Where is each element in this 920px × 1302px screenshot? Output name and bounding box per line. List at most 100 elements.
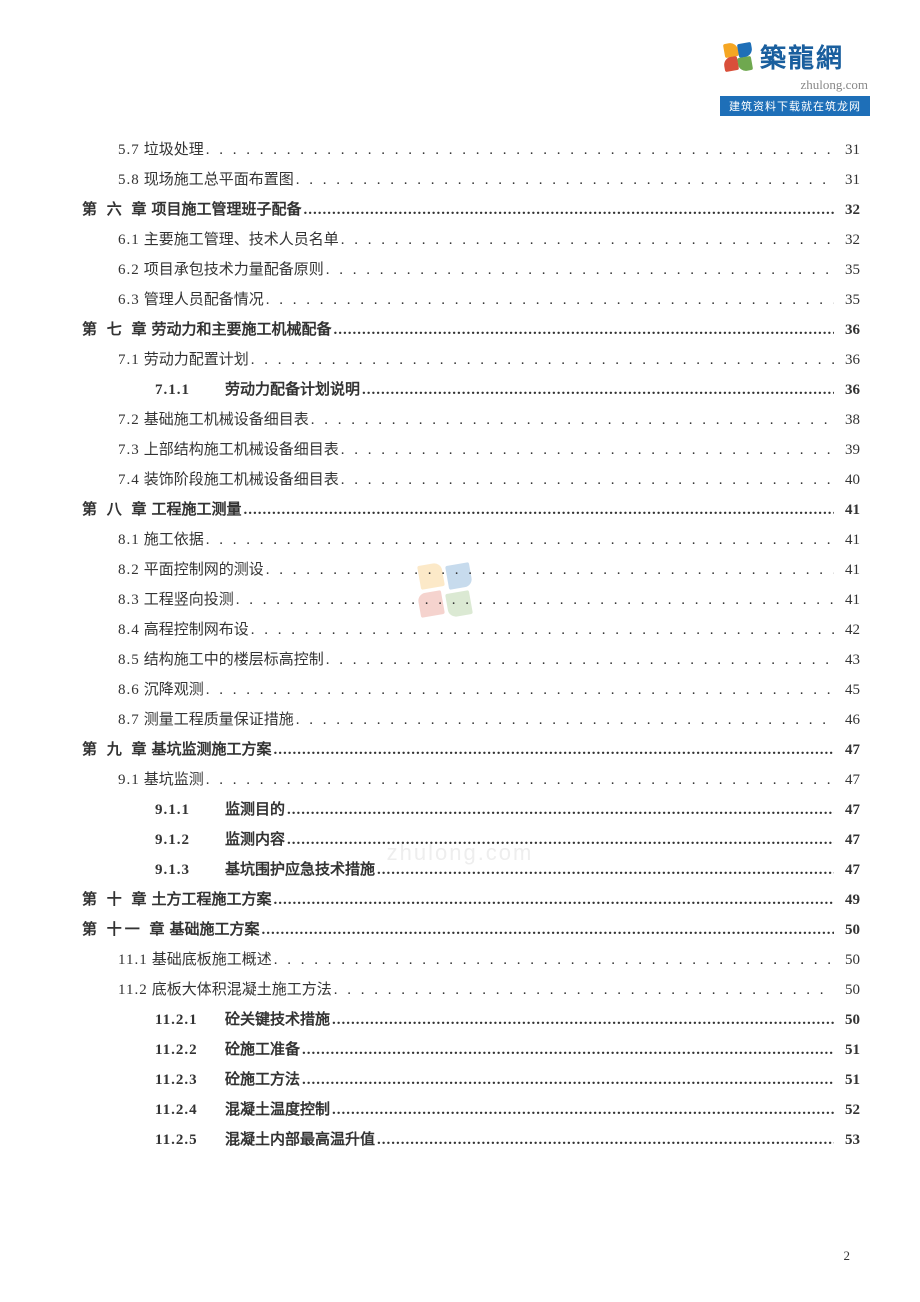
toc-entry: 8.2平面控制网的测设. . . . . . . . . . . . . . .… — [60, 555, 860, 585]
toc-entry-page: 53 — [836, 1125, 860, 1155]
toc-entry-page: 50 — [836, 1005, 860, 1035]
toc-entry-page: 49 — [836, 885, 860, 915]
toc-entry: 8.1施工依据. . . . . . . . . . . . . . . . .… — [60, 525, 860, 555]
toc-entry: 11.2.2砼施工准备.............................… — [60, 1035, 860, 1065]
toc-entry-number: 11.2.5 — [155, 1125, 215, 1155]
toc-entry-number: 6.2 — [118, 255, 140, 285]
toc-leader: ........................................… — [304, 195, 834, 225]
toc-leader: . . . . . . . . . . . . . . . . . . . . … — [251, 615, 834, 645]
toc-entry: 8.7测量工程质量保证措施. . . . . . . . . . . . . .… — [60, 705, 860, 735]
toc-entry-number: 8.1 — [118, 525, 140, 555]
toc-entry: 11.2.4混凝土温度控制...........................… — [60, 1095, 860, 1125]
toc-entry: 第 八 章工程施工测量.............................… — [60, 495, 860, 525]
toc-entry-number: 11.2 — [118, 975, 148, 1005]
toc-entry-title: 上部结构施工机械设备细目表 — [144, 435, 339, 465]
toc-entry-title: 砼施工准备 — [225, 1035, 300, 1065]
toc-leader: ........................................… — [334, 315, 834, 345]
toc-entry-page: 35 — [836, 285, 860, 315]
toc-entry: 6.1主要施工管理、技术人员名单. . . . . . . . . . . . … — [60, 225, 860, 255]
toc-entry-page: 47 — [836, 735, 860, 765]
toc-entry-title: 劳动力配备计划说明 — [225, 375, 360, 405]
toc-entry: 第 十 章土方工程施工方案...........................… — [60, 885, 860, 915]
toc-entry-page: 50 — [836, 975, 860, 1005]
toc-entry-number: 第 十 章 — [82, 885, 150, 915]
toc-entry-page: 36 — [836, 375, 860, 405]
toc-entry-title: 混凝土内部最高温升值 — [225, 1125, 375, 1155]
toc-entry-number: 6.3 — [118, 285, 140, 315]
toc-leader: . . . . . . . . . . . . . . . . . . . . … — [341, 465, 834, 495]
toc-entry: 第 九 章基坑监测施工方案...........................… — [60, 735, 860, 765]
toc-entry-title: 砼关键技术措施 — [225, 1005, 330, 1035]
toc-leader: ........................................… — [302, 1065, 834, 1095]
toc-container: 5.7垃圾处理. . . . . . . . . . . . . . . . .… — [0, 0, 920, 1195]
toc-entry: 5.8现场施工总平面布置图. . . . . . . . . . . . . .… — [60, 165, 860, 195]
toc-entry-title: 劳动力配置计划 — [144, 345, 249, 375]
toc-entry-number: 第 八 章 — [82, 495, 150, 525]
toc-entry-page: 51 — [836, 1035, 860, 1065]
logo-text-en: zhulong.com — [720, 77, 870, 93]
toc-entry-page: 31 — [836, 135, 860, 165]
toc-entry-page: 47 — [836, 765, 860, 795]
toc-entry-number: 11.1 — [118, 945, 148, 975]
toc-entry-number: 9.1.3 — [155, 855, 215, 885]
toc-entry-title: 基础施工机械设备细目表 — [144, 405, 309, 435]
toc-entry: 11.2.3砼施工方法.............................… — [60, 1065, 860, 1095]
toc-entry-number: 11.2.2 — [155, 1035, 215, 1065]
toc-entry-number: 11.2.1 — [155, 1005, 215, 1035]
toc-entry: 11.2底板大体积混凝土施工方法. . . . . . . . . . . . … — [60, 975, 860, 1005]
toc-entry-number: 7.1.1 — [155, 375, 215, 405]
toc-leader: ........................................… — [274, 885, 834, 915]
toc-entry-number: 第 七 章 — [82, 315, 150, 345]
toc-entry: 7.1.1 劳动力配备计划说明..........................… — [60, 375, 860, 405]
toc-leader: . . . . . . . . . . . . . . . . . . . . … — [311, 405, 834, 435]
toc-entry-number: 9.1.1 — [155, 795, 215, 825]
pinwheel-icon — [720, 39, 756, 75]
toc-entry: 5.7垃圾处理. . . . . . . . . . . . . . . . .… — [60, 135, 860, 165]
toc-entry-number: 8.6 — [118, 675, 140, 705]
toc-entry-number: 8.5 — [118, 645, 140, 675]
toc-entry-title: 项目施工管理班子配备 — [152, 195, 302, 225]
toc-entry-title: 施工依据 — [144, 525, 204, 555]
toc-leader: ........................................… — [377, 855, 834, 885]
toc-entry-page: 43 — [836, 645, 860, 675]
toc-entry-number: 7.1 — [118, 345, 140, 375]
page-number: 2 — [844, 1248, 851, 1264]
toc-entry: 7.3上部结构施工机械设备细目表. . . . . . . . . . . . … — [60, 435, 860, 465]
toc-entry: 7.2基础施工机械设备细目表. . . . . . . . . . . . . … — [60, 405, 860, 435]
toc-entry-number: 7.3 — [118, 435, 140, 465]
toc-entry: 11.2.5 混凝土内部最高温升值........................… — [60, 1125, 860, 1155]
toc-entry-number: 11.2.4 — [155, 1095, 215, 1125]
toc-leader: ........................................… — [362, 375, 834, 405]
toc-entry-number: 8.4 — [118, 615, 140, 645]
toc-entry: 7.1劳动力配置计划. . . . . . . . . . . . . . . … — [60, 345, 860, 375]
toc-entry-page: 39 — [836, 435, 860, 465]
toc-leader: . . . . . . . . . . . . . . . . . . . . … — [266, 285, 834, 315]
toc-leader: . . . . . . . . . . . . . . . . . . . . … — [296, 705, 834, 735]
toc-entry-title: 结构施工中的楼层标高控制 — [144, 645, 324, 675]
toc-entry: 8.4高程控制网布设. . . . . . . . . . . . . . . … — [60, 615, 860, 645]
toc-leader: . . . . . . . . . . . . . . . . . . . . … — [251, 345, 834, 375]
toc-entry-page: 35 — [836, 255, 860, 285]
toc-entry-title: 平面控制网的测设 — [144, 555, 264, 585]
toc-entry-page: 47 — [836, 855, 860, 885]
toc-entry: 11.1基础底板施工概述. . . . . . . . . . . . . . … — [60, 945, 860, 975]
toc-entry-page: 46 — [836, 705, 860, 735]
toc-entry-number: 第 十一 章 — [82, 915, 168, 945]
toc-entry-title: 土方工程施工方案 — [152, 885, 272, 915]
toc-entry-title: 工程竖向投测 — [144, 585, 234, 615]
toc-entry-title: 高程控制网布设 — [144, 615, 249, 645]
toc-leader: ........................................… — [377, 1125, 834, 1155]
toc-leader: . . . . . . . . . . . . . . . . . . . . … — [274, 945, 834, 975]
toc-entry-number: 9.1 — [118, 765, 140, 795]
toc-entry: 第 六 章项目施工管理班子配备.........................… — [60, 195, 860, 225]
toc-entry-number: 5.8 — [118, 165, 140, 195]
toc-entry-title: 基坑监测施工方案 — [152, 735, 272, 765]
toc-entry-page: 42 — [836, 615, 860, 645]
toc-entry-number: 8.3 — [118, 585, 140, 615]
toc-entry-page: 32 — [836, 225, 860, 255]
toc-entry: 8.3工程竖向投测. . . . . . . . . . . . . . . .… — [60, 585, 860, 615]
toc-entry-title: 基坑围护应急技术措施 — [225, 855, 375, 885]
toc-entry: 11.2.1砼关键技术措施...........................… — [60, 1005, 860, 1035]
toc-entry-title: 劳动力和主要施工机械配备 — [152, 315, 332, 345]
toc-entry-title: 测量工程质量保证措施 — [144, 705, 294, 735]
